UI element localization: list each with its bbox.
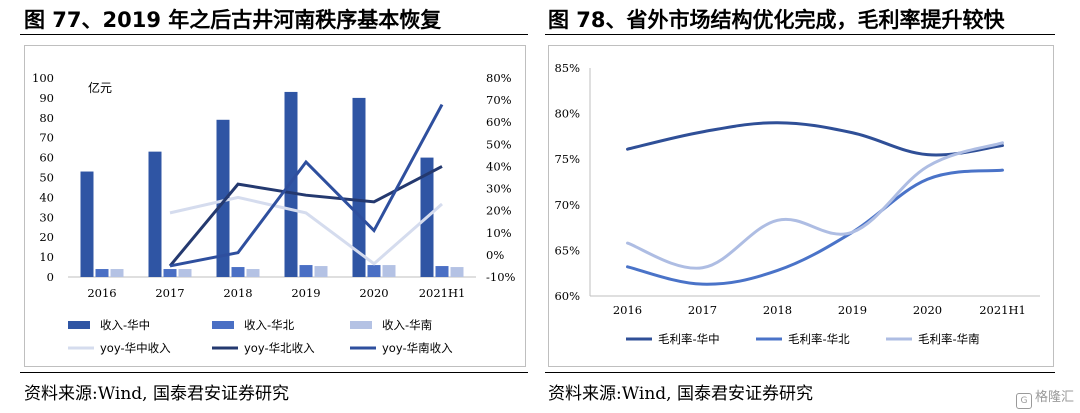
right-legend-label: 毛利率-华北 <box>788 332 850 346</box>
left-y2-tick: 50% <box>486 137 512 151</box>
left-legend-label: 收入-华中 <box>100 318 150 332</box>
left-y2-tick: 70% <box>486 93 512 107</box>
left-y-tick: 90 <box>39 91 54 105</box>
left-legend-label: yoy-华中收入 <box>100 341 171 355</box>
left-y-tick: 40 <box>39 190 54 204</box>
left-legend-swatch <box>350 321 372 329</box>
left-y-tick: 30 <box>39 210 54 224</box>
left-x-tick: 2017 <box>155 286 184 300</box>
right-y-tick: 80% <box>554 107 580 121</box>
left-legend-label: yoy-华北收入 <box>244 341 315 355</box>
left-bar-1 <box>80 171 94 277</box>
left-chart-frame <box>24 45 526 367</box>
right-x-tick: 2021H1 <box>979 303 1026 317</box>
left-unit-label: 亿元 <box>88 80 112 95</box>
left-legend-label: 收入-华南 <box>382 318 432 332</box>
right-y-tick: 60% <box>554 289 580 303</box>
left-bar-3 <box>110 269 124 277</box>
left-yoy-line-1 <box>169 195 443 266</box>
left-legend-swatch <box>212 321 234 329</box>
right-x-tick: 2016 <box>613 303 642 317</box>
right-chart: 60% 65% 70% 75% 80% 85% 2016 2017 2018 2019 2020 20… <box>554 61 1040 346</box>
left-y-tick: 80 <box>39 111 54 125</box>
left-bar-1 <box>216 119 230 277</box>
left-y2-tick: 60% <box>486 115 512 129</box>
left-source-rule <box>20 372 528 373</box>
left-bar-3 <box>382 265 396 277</box>
left-bar-3 <box>246 269 260 277</box>
right-x-tick: 2017 <box>688 303 717 317</box>
left-y-tick: 10 <box>39 250 54 264</box>
right-title-rule <box>545 34 1055 35</box>
left-bar-2 <box>95 269 109 277</box>
watermark: G 格隆汇 <box>1015 386 1074 409</box>
left-y2-tick: 30% <box>486 182 512 196</box>
left-y-tick: 50 <box>39 171 54 185</box>
left-y-tick: 20 <box>39 230 54 244</box>
right-series-line-2 <box>626 168 1004 286</box>
left-bar-2 <box>299 265 313 277</box>
left-y-tick: 60 <box>39 151 54 165</box>
left-bar-2 <box>367 265 381 277</box>
left-legend-label: yoy-华南收入 <box>382 341 453 355</box>
right-series-line-3 <box>626 141 1004 270</box>
right-x-tick: 2019 <box>838 303 867 317</box>
left-source-note: 资料来源:Wind, 国泰君安证券研究 <box>24 384 289 404</box>
left-y-tick: 70 <box>39 131 54 145</box>
right-chart-frame <box>548 45 1054 367</box>
left-bar-2 <box>163 269 177 277</box>
left-bar-1 <box>148 151 162 277</box>
left-y2-tick: 20% <box>486 204 512 218</box>
watermark-logo-icon: G <box>1015 393 1032 409</box>
right-source-note: 资料来源:Wind, 国泰君安证券研究 <box>548 384 813 404</box>
left-bar-2 <box>435 266 449 277</box>
left-chart: 0 10 20 30 40 50 60 70 80 90 100 -10% 0% 10% 20% 30% 40%… <box>32 71 515 355</box>
left-x-tick: 2020 <box>359 286 388 300</box>
left-y2-tick: 10% <box>486 226 512 240</box>
left-y2-tick: 80% <box>486 71 512 85</box>
left-bar-3 <box>178 269 192 277</box>
left-y-tick: 100 <box>32 71 54 85</box>
right-series-line-1 <box>626 121 1004 157</box>
left-legend-label: 收入-华北 <box>244 318 295 332</box>
right-chart-title: 图 78、省外市场结构优化完成，毛利率提升较快 <box>548 8 1005 32</box>
left-bar-3 <box>450 267 464 277</box>
right-y-tick: 85% <box>554 61 580 75</box>
right-legend-label: 毛利率-华中 <box>658 332 720 346</box>
left-x-tick: 2016 <box>87 286 116 300</box>
left-y2-tick: 0% <box>486 248 504 262</box>
left-yoy-line-3 <box>169 103 444 268</box>
left-y2-tick: 40% <box>486 159 512 173</box>
right-y-tick: 75% <box>554 152 580 166</box>
right-y-tick: 65% <box>554 243 580 257</box>
left-y-tick: 0 <box>47 270 54 284</box>
left-y2-tick: -10% <box>486 270 516 284</box>
left-bar-2 <box>231 267 245 277</box>
left-bar-3 <box>314 266 328 277</box>
left-x-tick: 2018 <box>223 286 252 300</box>
right-source-rule <box>545 372 1055 373</box>
right-x-tick: 2018 <box>763 303 792 317</box>
left-title-rule <box>20 34 528 35</box>
left-x-tick: 2021H1 <box>419 286 466 300</box>
right-legend-label: 毛利率-华南 <box>918 332 980 346</box>
right-y-tick: 70% <box>554 198 580 212</box>
left-bar-1 <box>352 97 366 278</box>
right-x-tick: 2020 <box>913 303 942 317</box>
left-legend-swatch <box>68 321 90 329</box>
watermark-text: 格隆汇 <box>1034 390 1074 405</box>
left-chart-title: 图 77、2019 年之后古井河南秩序基本恢复 <box>24 8 442 32</box>
left-x-tick: 2019 <box>291 286 320 300</box>
